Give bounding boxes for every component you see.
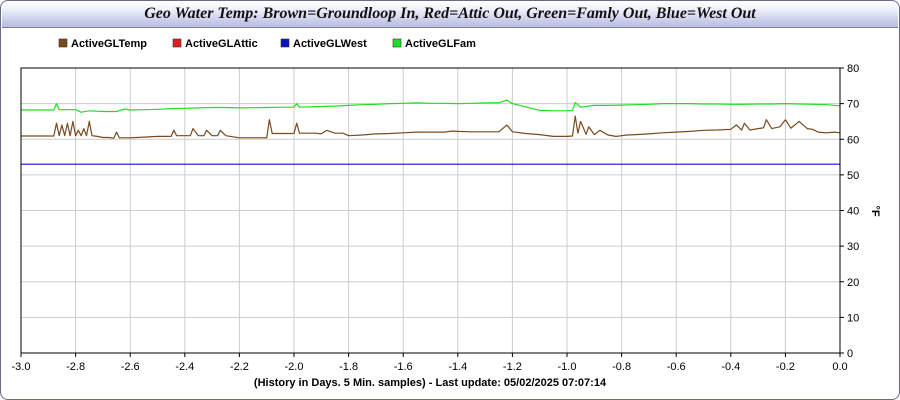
x-tick-label: -2.8: [66, 361, 85, 373]
y-tick-label: 70: [847, 99, 859, 111]
x-tick-label: -1.0: [558, 361, 577, 373]
y-axis-label: °F: [869, 205, 881, 216]
x-tick-label: 0.0: [832, 361, 847, 373]
legend-swatch-activeglfam: [392, 38, 402, 48]
title-bar: Geo Water Temp: Brown=Groundloop In, Red…: [2, 2, 898, 28]
legend-label-activeglattic: ActiveGLAttic: [185, 38, 258, 50]
series-line-activegltemp: [21, 115, 841, 139]
legend-label-activegltemp: ActiveGLTemp: [71, 38, 147, 50]
legend-label-activeglfam: ActiveGLFam: [405, 38, 476, 50]
x-tick-label: -0.8: [612, 361, 631, 373]
series-line-activeglfam: [21, 99, 841, 113]
series-layer: [21, 99, 841, 165]
x-tick-label: -1.6: [394, 361, 413, 373]
axes: -3.0 -2.8 -2.6 -2.4 -2.2 -2.0 -1.8 -1.6 -1.4 -1.2…: [12, 63, 860, 373]
y-tick-label: 10: [847, 312, 859, 324]
x-tick-label: -2.2: [230, 361, 249, 373]
y-tick-label: 30: [847, 241, 859, 253]
legend-swatch-activeglattic: [172, 38, 182, 48]
x-tick-label: -2.4: [175, 361, 194, 373]
x-tick-label: -1.2: [503, 361, 522, 373]
x-tick-label: -1.8: [339, 361, 358, 373]
legend-swatch-activeglwest: [280, 38, 290, 48]
x-axis-label: (History in Days. 5 Min. samples) - Last…: [254, 377, 607, 389]
y-tick-label: 40: [847, 206, 859, 218]
y-tick-label: 80: [847, 63, 859, 75]
y-tick-label: 60: [847, 134, 859, 146]
y-tick-label: 0: [847, 348, 853, 360]
x-tick-label: -0.4: [721, 361, 740, 373]
x-tick-label: -3.0: [12, 361, 31, 373]
legend-swatch-activegltemp: [58, 38, 68, 48]
x-tick-label: -0.2: [776, 361, 795, 373]
x-tick-label: -2.6: [121, 361, 140, 373]
y-tick-label: 50: [847, 170, 859, 182]
x-tick-label: -2.0: [285, 361, 304, 373]
chart-title: Geo Water Temp: Brown=Groundloop In, Red…: [144, 5, 756, 22]
grid: [21, 68, 840, 353]
plot-border: [20, 67, 841, 354]
y-tick-label: 20: [847, 277, 859, 289]
x-tick-label: -0.6: [667, 361, 686, 373]
legend: ActiveGLTemp ActiveGLAttic ActiveGLWest Act…: [58, 38, 476, 50]
legend-label-activeglwest: ActiveGLWest: [293, 38, 367, 50]
x-tick-label: -1.4: [448, 361, 467, 373]
